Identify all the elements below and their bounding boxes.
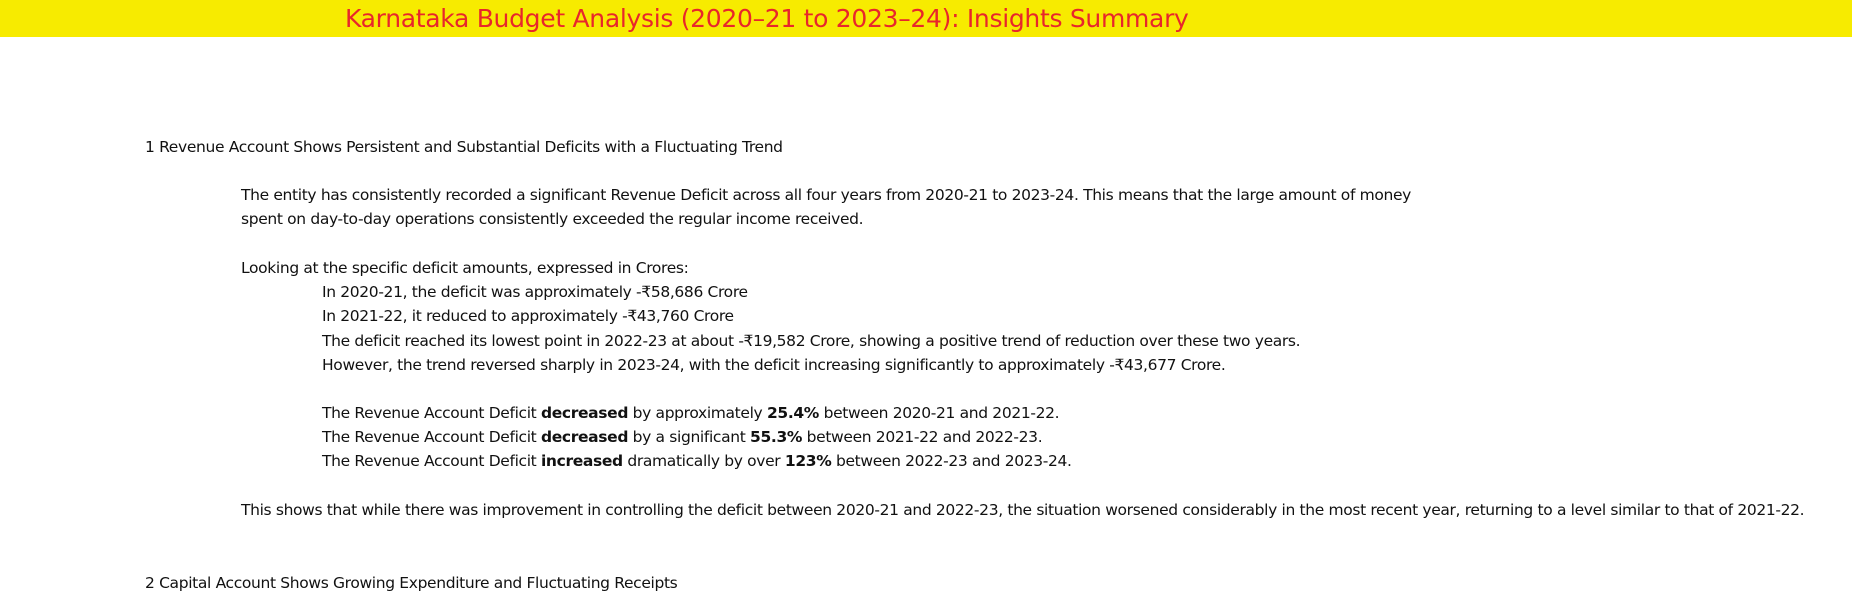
change-direction: decreased: [540, 428, 629, 446]
deficit-amount-2020-21: In 2020-21, the deficit was approximatel…: [322, 283, 748, 301]
change-percent: 55.3%: [750, 428, 803, 446]
change-prefix: The Revenue Account Deficit: [322, 452, 541, 470]
deficit-amount-2022-23: The deficit reached its lowest point in …: [322, 332, 1301, 350]
deficit-change-line: The Revenue Account Deficit decreased by…: [322, 427, 1043, 447]
deficit-change-line: The Revenue Account Deficit decreased by…: [322, 403, 1060, 423]
change-direction: decreased: [540, 404, 629, 422]
section-1-intro-line-1: The entity has consistently recorded a s…: [241, 186, 1411, 204]
change-direction: increased: [540, 452, 623, 470]
change-middle: dramatically by over: [622, 452, 785, 470]
change-percent: 123%: [784, 452, 832, 470]
deficit-amount-2023-24: However, the trend reversed sharply in 2…: [322, 356, 1226, 374]
section-1-intro-line-2: spent on day-to-day operations consisten…: [241, 210, 864, 228]
deficit-change-line: The Revenue Account Deficit increased dr…: [322, 451, 1072, 471]
change-suffix: between 2021-22 and 2022-23.: [802, 428, 1043, 446]
section-2-heading: 2 Capital Account Shows Growing Expendit…: [145, 574, 678, 592]
change-prefix: The Revenue Account Deficit: [322, 404, 541, 422]
change-suffix: between 2020-21 and 2021-22.: [819, 404, 1060, 422]
title-banner: Karnataka Budget Analysis (2020–21 to 20…: [0, 0, 1852, 37]
change-prefix: The Revenue Account Deficit: [322, 428, 541, 446]
change-suffix: between 2022-23 and 2023-24.: [831, 452, 1072, 470]
deficit-amounts-lead: Looking at the specific deficit amounts,…: [241, 259, 689, 277]
page-title: Karnataka Budget Analysis (2020–21 to 20…: [345, 4, 1189, 33]
deficit-amount-2021-22: In 2021-22, it reduced to approximately …: [322, 307, 734, 325]
change-middle: by a significant: [628, 428, 751, 446]
section-1-heading: 1 Revenue Account Shows Persistent and S…: [145, 138, 783, 156]
change-middle: by approximately: [628, 404, 767, 422]
section-1-conclusion: This shows that while there was improvem…: [241, 501, 1805, 519]
change-percent: 25.4%: [766, 404, 819, 422]
